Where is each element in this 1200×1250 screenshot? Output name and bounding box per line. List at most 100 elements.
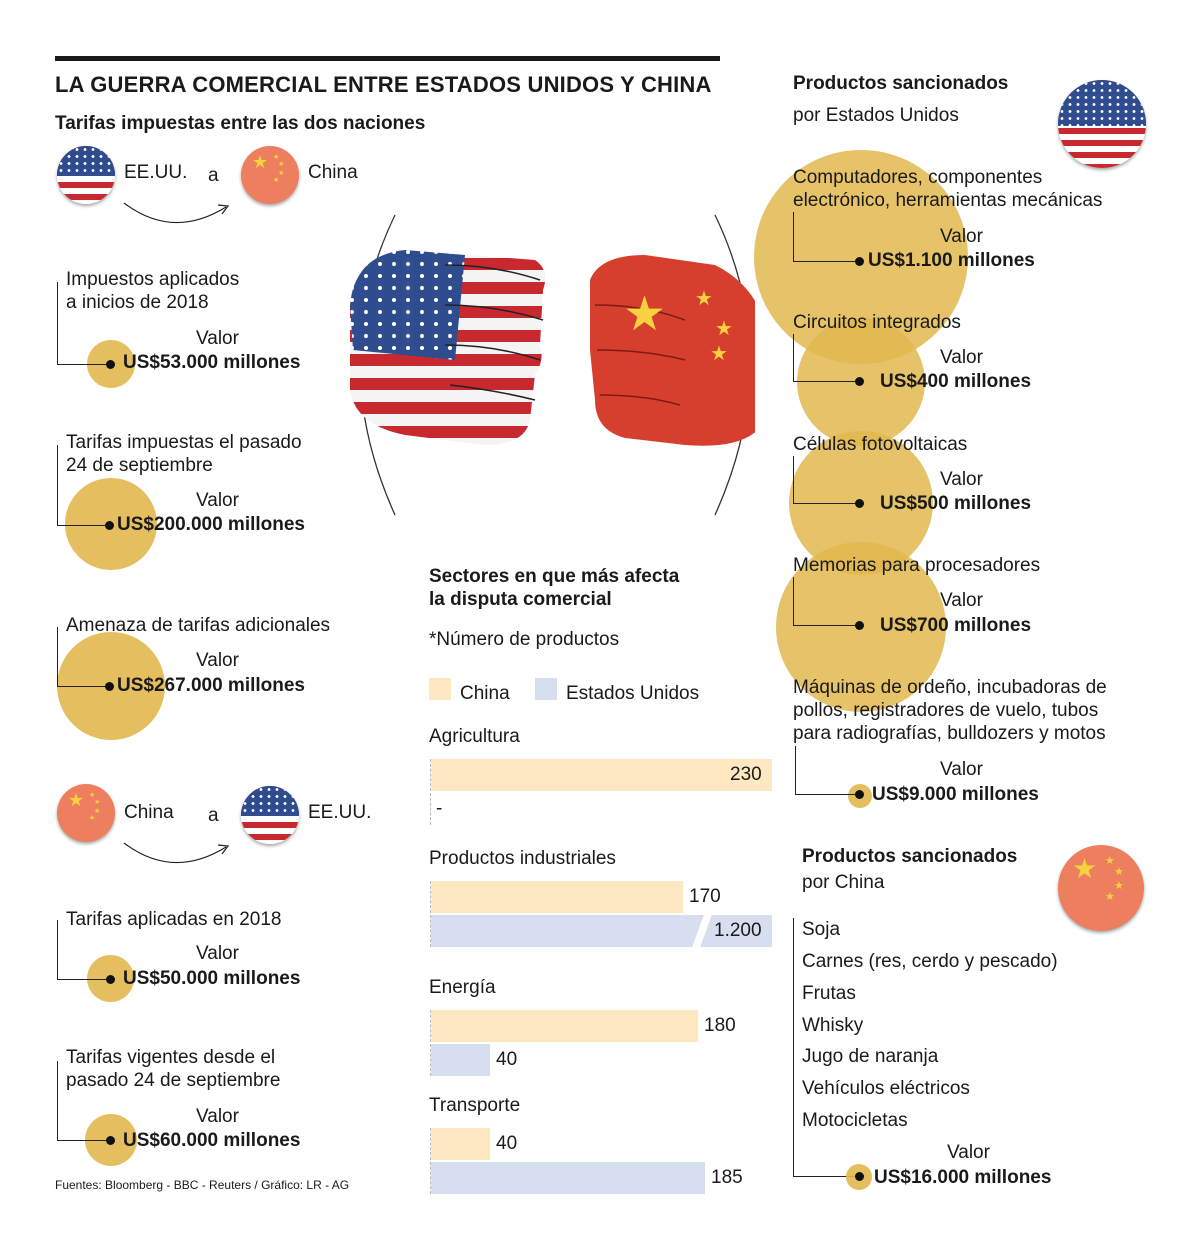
cn-item-1-line1: Tarifas aplicadas en 2018 [66, 909, 282, 930]
us-prod-3-value-label: Valor [940, 469, 983, 490]
us-item-1-value: US$53.000 millones [123, 352, 301, 373]
us-prod-1-value-label: Valor [940, 226, 983, 247]
left-subtitle: Tarifas impuestas entre las dos naciones [55, 113, 426, 134]
bar-baseline [430, 1162, 431, 1194]
bar-value-label: 230 [730, 764, 762, 785]
bar-baseline [430, 881, 431, 913]
china-fist-icon: ★ ★ ★ ★ [590, 255, 755, 446]
cn-product-item: Soja [802, 919, 841, 940]
source-credit: Fuentes: Bloomberg - BBC - Reuters / Grá… [55, 1178, 350, 1192]
us-to-china-to: China [308, 162, 358, 183]
chart-title: Sectores en que más afecta [429, 566, 680, 587]
legend-us-swatch [535, 678, 557, 700]
us-item-1-line1: Impuestos aplicados [66, 269, 240, 290]
us-prod-4-value-label: Valor [940, 590, 983, 611]
cn-product-item: Vehículos eléctricos [802, 1078, 970, 1099]
fists-illustration: ★ ★ ★ ★ [350, 214, 755, 516]
china-flag-icon-2: ★ ★ ★ ★ ★ [57, 784, 115, 842]
us-prod-2-line1: Circuitos integrados [793, 312, 961, 333]
us-products-subtitle: por Estados Unidos [793, 105, 959, 126]
bar-value-label: 180 [704, 1015, 736, 1036]
us-prod-5-line2: pollos, registradores de vuelo, tubos [793, 700, 1099, 721]
bar-baseline [430, 1044, 431, 1076]
us-prod-2-value: US$400 millones [880, 371, 1032, 392]
cn-item-2-dot [106, 1136, 115, 1145]
bar-china [431, 1128, 490, 1160]
us-prod-2-value-label: Valor [940, 347, 983, 368]
us-item-3-value-label: Valor [196, 650, 239, 671]
us-item-1-line2: a inicios de 2018 [66, 292, 209, 313]
legend-china-label: China [460, 683, 510, 704]
us-prod-3-value: US$500 millones [880, 493, 1032, 514]
us-products-title: Productos sancionados [793, 73, 1009, 94]
us-flag-icon-2 [241, 786, 299, 844]
us-prod-4-line1: Memorias para procesadores [793, 555, 1041, 576]
legend-china-swatch [429, 678, 451, 700]
cn-item-2-line1: Tarifas vigentes desde el [66, 1047, 276, 1068]
us-prod-5-value-label: Valor [940, 759, 983, 780]
us-prod-1-line2: electrónico, herramientas mecánicas [793, 190, 1103, 211]
bar-china [431, 1010, 698, 1042]
us-prod-1-dot [855, 257, 864, 266]
cn-item-2-line2: pasado 24 de septiembre [66, 1070, 281, 1091]
china-to-us-connector: a [208, 805, 219, 826]
us-flag-icon-large [1058, 80, 1146, 168]
us-prod-5-value: US$9.000 millones [872, 784, 1039, 805]
us-item-2-line2: 24 de septiembre [66, 455, 213, 476]
us-item-2-dot [105, 521, 114, 530]
cn-item-2-value: US$60.000 millones [123, 1130, 301, 1151]
us-item-3-dot [105, 682, 114, 691]
us-fist-icon [350, 250, 546, 445]
us-item-2-value-label: Valor [196, 490, 239, 511]
us-item-1-value-label: Valor [196, 328, 239, 349]
category-label: Transporte [429, 1095, 521, 1116]
us-item-3-value: US$267.000 millones [117, 675, 305, 696]
bar-china [431, 881, 683, 913]
us-item-2-value: US$200.000 millones [117, 514, 305, 535]
bar-baseline [430, 793, 431, 825]
cn-product-item: Jugo de naranja [802, 1046, 939, 1067]
bar-baseline [430, 1010, 431, 1042]
us-prod-1-line1: Computadores, componentes [793, 167, 1043, 188]
china-to-us-from: China [124, 802, 174, 823]
us-prod-3-line1: Células fotovoltaicas [793, 434, 968, 455]
bar-baseline [430, 1128, 431, 1160]
bar-us [431, 1162, 705, 1194]
us-prod-5-line1: Máquinas de ordeño, incubadoras de [793, 677, 1107, 698]
us-prod-5-line3: para radiografías, bulldozers y motos [793, 723, 1106, 744]
cn-products-title: Productos sancionados [802, 846, 1018, 867]
chart-title-2: la disputa comercial [429, 589, 612, 610]
svg-text:★: ★ [710, 341, 728, 365]
cn-item-1-value-label: Valor [196, 943, 239, 964]
cn-item-2-value-label: Valor [196, 1106, 239, 1127]
bar-china [431, 759, 772, 791]
cn-item-1-value: US$50.000 millones [123, 968, 301, 989]
svg-text:★: ★ [695, 286, 713, 310]
cn-products-dot [855, 1172, 864, 1181]
us-prod-1-value: US$1.100 millones [868, 250, 1035, 271]
bar-baseline [430, 915, 431, 947]
us-prod-4-dot [855, 621, 864, 630]
bar-us [431, 915, 772, 947]
svg-text:★: ★ [715, 316, 733, 340]
china-to-us-to: EE.UU. [308, 802, 372, 823]
us-prod-2-dot [855, 377, 864, 386]
bar-value-label: - [436, 798, 443, 819]
us-prod-3-dot [855, 499, 864, 508]
cn-products-value-label: Valor [947, 1142, 990, 1163]
us-flag-icon [57, 146, 115, 204]
cn-product-item: Motocicletas [802, 1110, 908, 1131]
cn-item-1-dot [106, 975, 115, 984]
us-item-3-line1: Amenaza de tarifas adicionales [66, 615, 331, 636]
page-title: LA GUERRA COMERCIAL ENTRE ESTADOS UNIDOS… [55, 72, 712, 97]
cn-products-value: US$16.000 millones [874, 1167, 1052, 1188]
category-label: Agricultura [429, 726, 520, 747]
us-prod-4-value: US$700 millones [880, 615, 1032, 636]
china-to-us-arrow-icon [123, 842, 230, 864]
category-label: Energía [429, 977, 496, 998]
cn-product-item: Carnes (res, cerdo y pescado) [802, 951, 1058, 972]
us-to-china-connector: a [208, 165, 219, 186]
us-item-2-line1: Tarifas impuestas el pasado [66, 432, 302, 453]
china-flag-icon: ★ ★ ★ ★ ★ [241, 146, 299, 204]
us-prod-5-dot [855, 790, 864, 799]
